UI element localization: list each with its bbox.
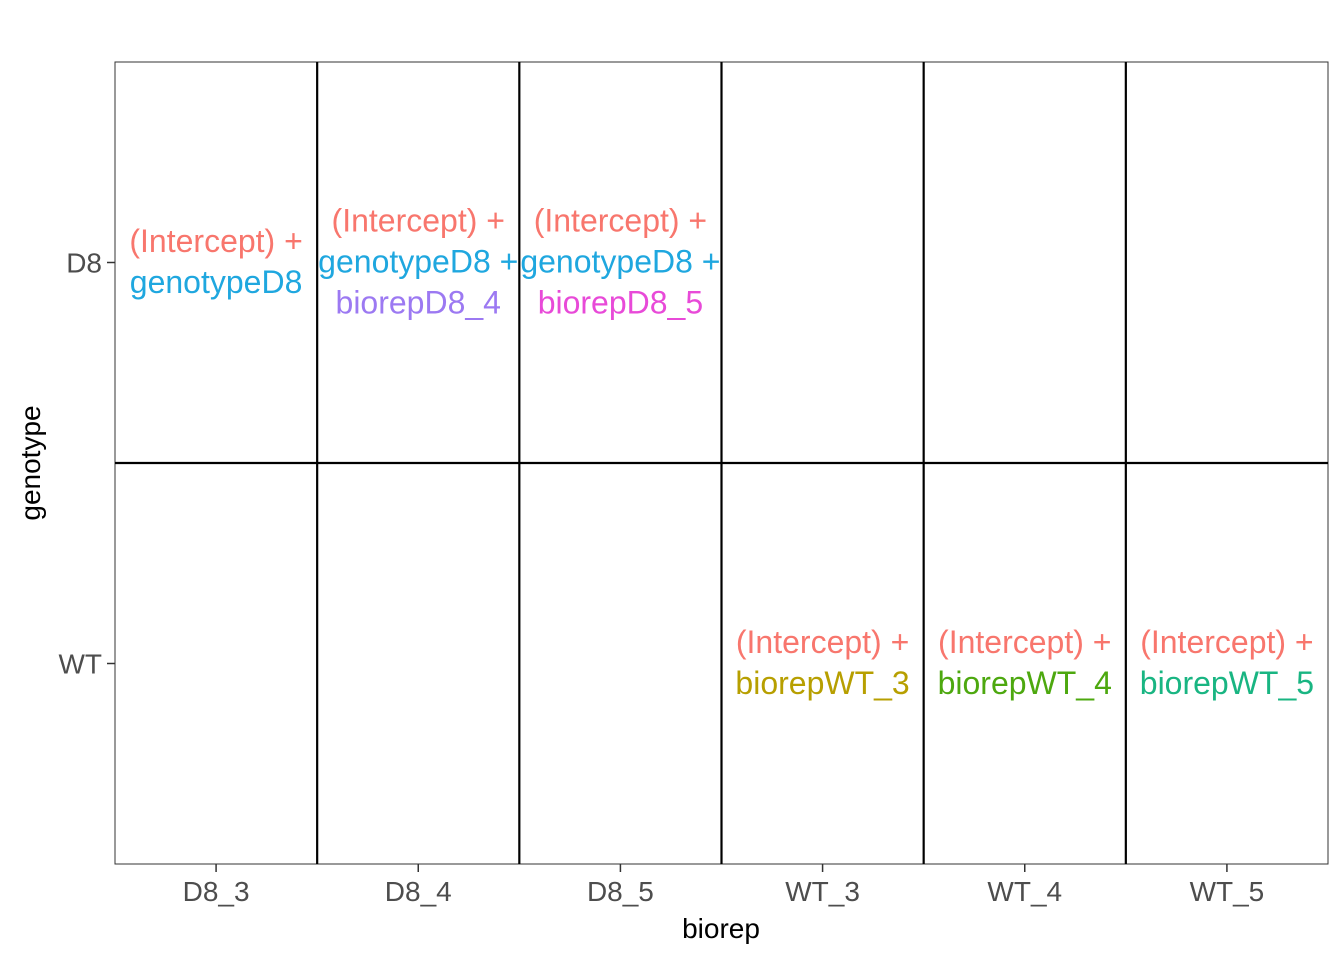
x-axis: D8_3 D8_4 D8_5 WT_3 WT_4 WT_5: [183, 864, 1265, 907]
x-tick-label: WT_3: [785, 876, 860, 907]
cell-term-label: genotypeD8: [130, 264, 303, 300]
cell-term-label: biorepWT_5: [1140, 665, 1314, 701]
cell-label: (Intercept) + genotypeD8 + biorepD8_5: [520, 203, 720, 321]
cell-term-label: genotypeD8 +: [520, 244, 720, 280]
cell-term-label: (Intercept) +: [129, 223, 302, 259]
cell-term-label: biorepD8_5: [538, 285, 703, 321]
cell-term-label: biorepWT_4: [938, 665, 1112, 701]
cell-term-label: (Intercept) +: [534, 203, 707, 239]
x-tick-label: D8_3: [183, 876, 250, 907]
x-tick-label: WT_4: [987, 876, 1062, 907]
cell-label: (Intercept) + biorepWT_4: [938, 624, 1112, 701]
y-axis: D8 WT: [58, 248, 115, 680]
y-tick-label: D8: [66, 248, 102, 279]
grid-lines: [115, 62, 1328, 864]
cell-label: (Intercept) + biorepWT_5: [1140, 624, 1314, 701]
cell-term-label: genotypeD8 +: [318, 244, 518, 280]
cell-label: (Intercept) + biorepWT_3: [735, 624, 909, 701]
y-axis-title: genotype: [15, 405, 46, 520]
x-tick-label: D8_4: [385, 876, 452, 907]
x-tick-label: D8_5: [587, 876, 654, 907]
cell-term-label: (Intercept) +: [938, 624, 1111, 660]
x-axis-title: biorep: [682, 913, 760, 944]
cell-term-label: biorepD8_4: [336, 285, 501, 321]
cell-term-label: biorepWT_3: [735, 665, 909, 701]
cell-term-label: (Intercept) +: [332, 203, 505, 239]
cell-term-label: (Intercept) +: [1140, 624, 1313, 660]
y-tick-label: WT: [58, 649, 102, 680]
x-tick-label: WT_5: [1190, 876, 1265, 907]
cell-term-label: (Intercept) +: [736, 624, 909, 660]
cell-label: (Intercept) + genotypeD8: [129, 223, 302, 300]
cell-label: (Intercept) + genotypeD8 + biorepD8_4: [318, 203, 518, 321]
cell-labels: (Intercept) + genotypeD8 (Intercept) + geno…: [129, 203, 1314, 702]
